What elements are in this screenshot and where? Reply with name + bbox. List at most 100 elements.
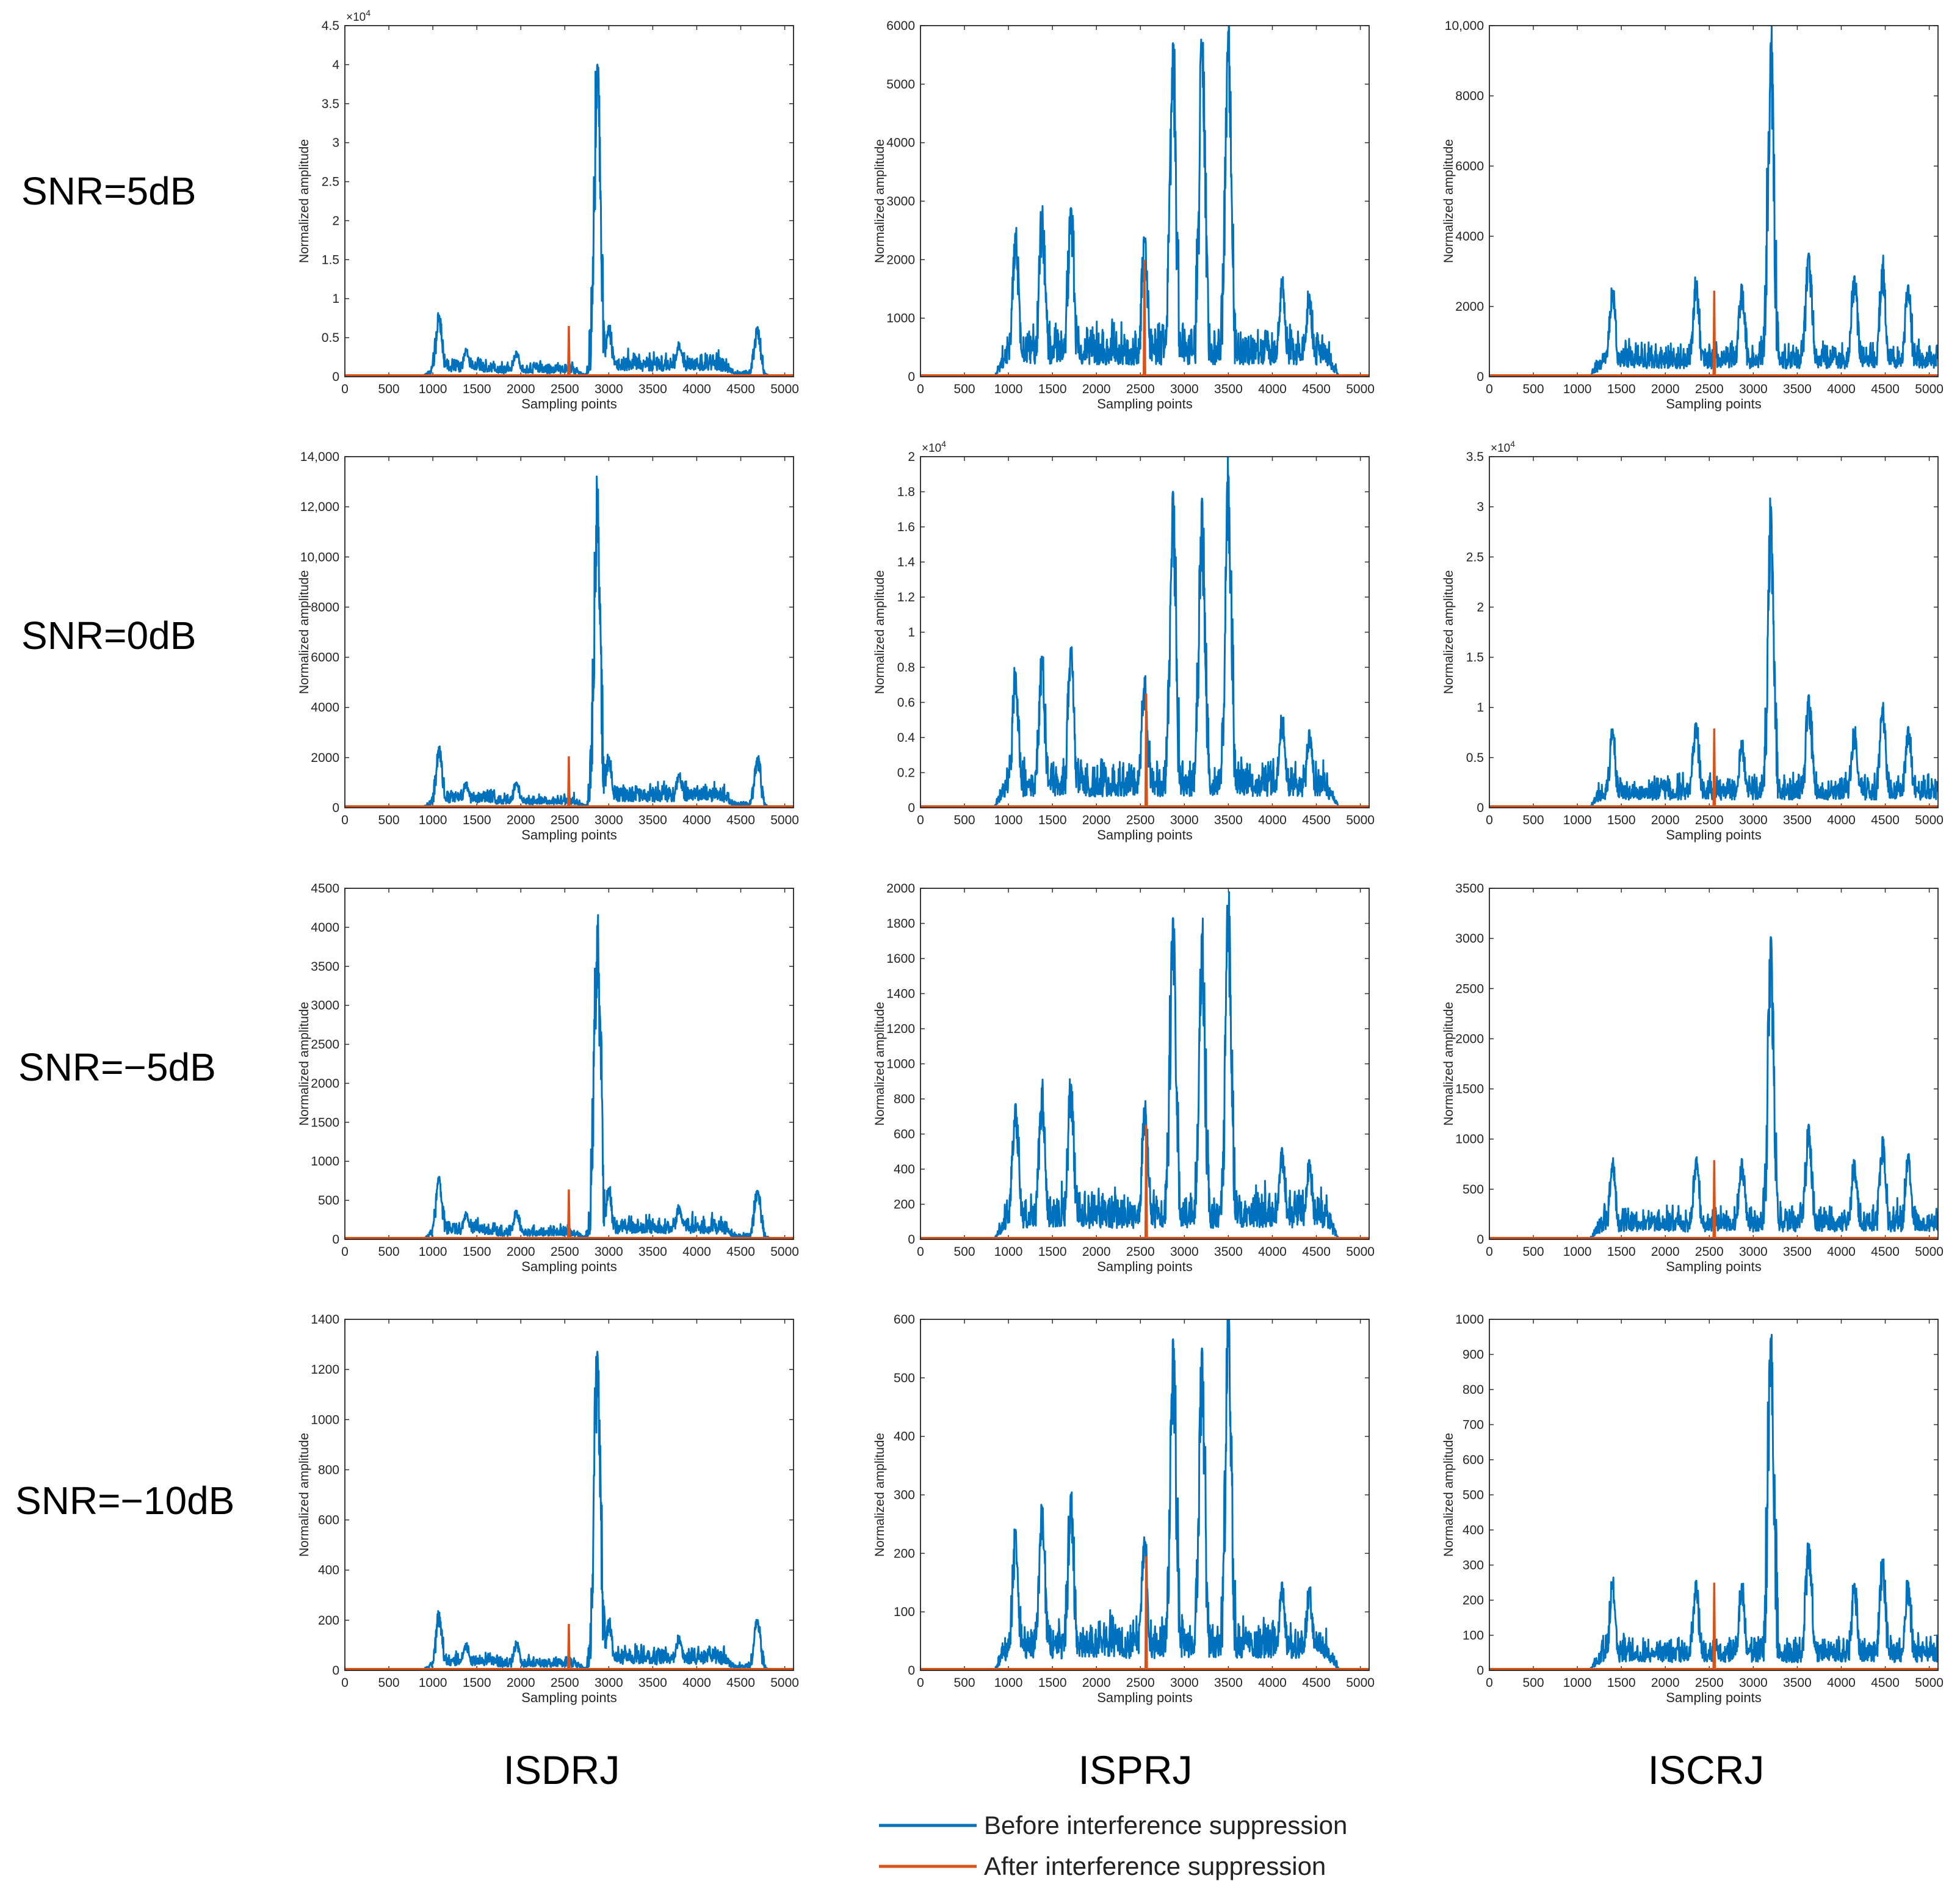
y-tick-label: 600 [894,1128,915,1142]
legend: Before interference suppression After in… [879,1811,1347,1880]
axes-box [920,1319,1370,1671]
x-tick-label: 3500 [1214,1245,1243,1259]
y-tick-label: 2.5 [322,175,339,189]
y-tick-label: 1.6 [897,520,915,534]
y-tick-label: 400 [894,1430,915,1444]
y-axis-label: Normalized amplitude [297,570,311,694]
x-tick-label: 4000 [682,1245,711,1259]
x-tick-label: 4000 [1827,382,1856,396]
y-tick-label: 4 [332,58,339,72]
y-tick-label: 1000 [1455,1313,1484,1327]
x-tick-label: 0 [917,813,924,827]
y-axis-label: Normalized amplitude [1442,139,1456,263]
y-tick-label: 1000 [886,311,915,325]
column-label-isdrj: ISDRJ [504,1747,620,1792]
y-tick-label: 12,000 [300,500,339,514]
x-tick-label: 4500 [1302,1245,1331,1259]
x-tick-label: 500 [1523,813,1544,827]
x-tick-label: 500 [378,382,400,396]
y-exponent-label: ×104 [922,439,946,455]
axes-box [920,456,1370,808]
x-axis-label: Sampling points [521,396,617,411]
y-tick-label: 2500 [1455,982,1484,996]
y-tick-label: 900 [1463,1348,1484,1362]
x-tick-label: 0 [917,1676,924,1690]
y-tick-label: 0 [332,801,339,815]
series-after-line [1489,291,1938,377]
x-tick-label: 500 [954,813,975,827]
y-axis-label: Normalized amplitude [873,1002,887,1126]
x-tick-label: 3000 [595,382,623,396]
y-tick-label: 1400 [311,1313,339,1327]
x-tick-label: 500 [1523,1676,1544,1690]
chart-panel-r1c1: 0 0.2 0.4 0.6 0.8 1 1.2 1.4 1.6 1.8 2 0 500 1000 1500 2… [873,439,1375,843]
y-tick-label: 3000 [886,195,915,209]
x-tick-label: 2000 [507,813,535,827]
y-tick-label: 700 [1463,1418,1484,1432]
y-exponent-power: 4 [941,439,946,449]
x-axis-label: Sampling points [1666,827,1762,843]
x-tick-label: 3500 [1783,1245,1812,1259]
y-tick-label: 2000 [886,253,915,267]
y-exponent-label: ×104 [346,8,371,24]
y-tick-label: 600 [318,1513,339,1528]
row-labels: SNR=5dB SNR=0dB SNR=−5dB SNR=−10dB [15,169,234,1523]
axes-box [1489,25,1939,377]
series-after-line [1489,1582,1938,1670]
x-tick-label: 1500 [463,813,491,827]
y-tick-label: 0.6 [897,696,915,710]
y-tick-label: 600 [894,1313,915,1327]
x-axis-label: Sampling points [521,1690,617,1705]
x-tick-label: 5000 [770,382,799,396]
x-tick-label: 0 [341,1676,349,1690]
y-tick-label: 3500 [1455,882,1484,896]
x-tick-label: 500 [1523,382,1544,396]
series-after-line [920,1556,1369,1670]
y-exponent-power: 4 [1510,439,1515,449]
y-tick-label: 3.5 [1466,450,1484,464]
chart-panel-r0c2: 0 2000 4000 6000 8000 10,000 0 500 1000 1500 2000 2… [1442,19,1944,411]
y-tick-label: 14,000 [300,450,339,464]
x-tick-label: 5000 [1915,382,1944,396]
column-label-iscrj: ISCRJ [1648,1747,1765,1792]
x-tick-label: 1500 [1607,382,1636,396]
x-tick-label: 1000 [994,382,1023,396]
axes-box [1489,456,1939,808]
x-tick-label: 3000 [1170,813,1199,827]
x-tick-label: 2500 [1695,382,1724,396]
x-tick-label: 4000 [682,382,711,396]
x-tick-label: 2500 [551,813,579,827]
x-tick-label: 3500 [1214,813,1243,827]
row-label-snr-minus-5db: SNR=−5dB [18,1045,216,1089]
y-axis-label: Normalized amplitude [1442,1002,1456,1126]
x-tick-label: 4500 [1871,1245,1900,1259]
y-tick-label: 4.5 [322,19,339,33]
y-axis-label: Normalized amplitude [297,1433,311,1557]
chart-panel-r3c0: 0 200 400 600 800 1000 1200 1400 0 500 1000 1500 200… [297,1313,799,1705]
x-tick-label: 0 [341,1245,349,1259]
x-tick-label: 0 [917,1245,924,1259]
y-tick-label: 2000 [886,882,915,896]
y-tick-label: 3000 [1455,932,1484,946]
y-tick-label: 6000 [1455,159,1484,173]
y-tick-label: 500 [318,1194,339,1208]
y-tick-label: 1500 [1455,1082,1484,1096]
x-tick-label: 5000 [1915,1245,1944,1259]
x-tick-label: 2000 [1082,1676,1111,1690]
x-tick-label: 4500 [726,382,755,396]
y-exponent-power: 4 [366,8,371,18]
y-axis-label: Normalized amplitude [1442,1433,1456,1557]
x-tick-label: 2000 [507,1245,535,1259]
y-tick-label: 300 [894,1488,915,1502]
x-tick-label: 0 [1486,382,1493,396]
row-label-snr-minus-10db: SNR=−10dB [15,1479,234,1523]
y-tick-label: 1200 [886,1022,915,1036]
series-after-line [920,259,1369,377]
y-tick-label: 200 [318,1614,339,1628]
y-exponent-label: ×104 [1491,439,1515,455]
y-tick-label: 2000 [1455,1032,1484,1046]
y-tick-label: 0 [1477,801,1484,815]
y-tick-label: 6000 [886,19,915,33]
x-tick-label: 500 [954,1676,975,1690]
x-tick-label: 3000 [1739,1245,1768,1259]
